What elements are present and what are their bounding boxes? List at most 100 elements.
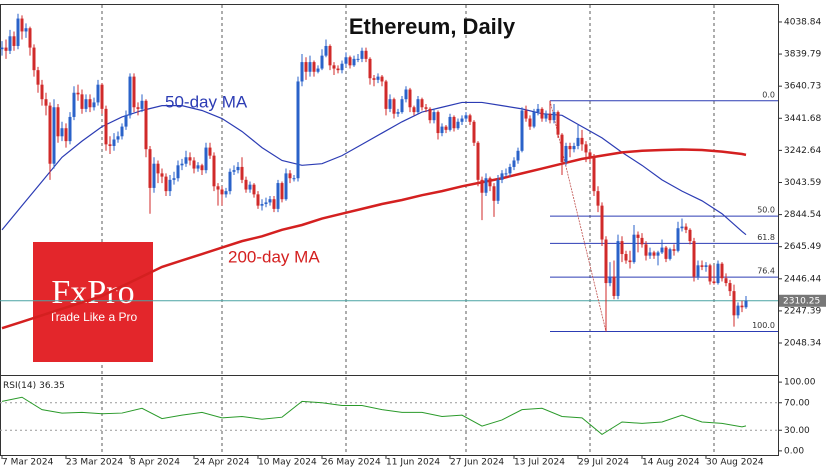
candle-body <box>432 112 436 121</box>
fib-label: 50.0 <box>757 206 775 215</box>
x-tick-label: 23 Mar 2024 <box>66 458 123 468</box>
candle-body <box>460 118 464 122</box>
candle-body <box>288 173 292 179</box>
logo-tagline: Trade Like a Pro <box>49 310 138 324</box>
candle-body <box>712 281 716 284</box>
candle-body <box>440 126 444 134</box>
candle-body <box>512 160 516 167</box>
x-tick-label: 10 May 2024 <box>258 458 317 468</box>
candle-body <box>84 99 88 109</box>
candle-body <box>644 244 648 256</box>
rsi-line <box>1 396 747 435</box>
candle-body <box>704 265 708 267</box>
candle-body <box>584 144 588 153</box>
candle-body <box>708 265 712 282</box>
candle-body <box>216 186 220 190</box>
candle-body <box>92 102 96 108</box>
candle-body <box>436 112 440 134</box>
candle-body <box>340 63 344 71</box>
candle-body <box>404 89 408 100</box>
candle-body <box>592 157 596 192</box>
candle-body <box>88 99 92 108</box>
candle-body <box>100 84 104 109</box>
candle-body <box>36 70 40 85</box>
candle-body <box>184 157 188 164</box>
candle-body <box>332 65 336 69</box>
candle-body <box>272 199 276 209</box>
candle-body <box>180 163 184 166</box>
candle-body <box>680 226 684 229</box>
candle-body <box>212 155 216 187</box>
candle-body <box>160 173 164 177</box>
candle-body <box>148 149 152 188</box>
candle-body <box>28 28 32 48</box>
candle-body <box>636 234 640 238</box>
candle-body <box>624 254 628 261</box>
candle-body <box>368 58 372 79</box>
candle-body <box>664 247 668 259</box>
candle-body <box>232 170 236 172</box>
x-tick-label: 11 Jun 2024 <box>386 458 440 468</box>
x-tick-label: 14 Aug 2024 <box>642 458 700 468</box>
x-tick-label: 8 Apr 2024 <box>130 458 180 468</box>
moving-average <box>1 101 747 236</box>
candle-body <box>176 165 180 179</box>
candle-body <box>72 92 76 117</box>
candle-body <box>552 112 556 121</box>
candle-body <box>696 265 700 277</box>
candle-body <box>396 112 400 114</box>
candle-body <box>228 171 232 192</box>
rsi-tick-label: 70.00 <box>784 398 810 408</box>
y-tick-label: 3242.64 <box>784 146 821 156</box>
candle-body <box>604 239 608 284</box>
candle-body <box>20 18 24 32</box>
candle-body <box>724 278 728 284</box>
fib-label: 61.8 <box>757 233 775 242</box>
candle-body <box>732 291 736 316</box>
candle-body <box>76 92 80 95</box>
candle-body <box>256 194 260 206</box>
candle-body <box>24 28 28 32</box>
rsi-tick-label: 0.00 <box>784 446 804 456</box>
candle-body <box>408 89 412 108</box>
candle-body <box>400 99 404 113</box>
candle-body <box>16 18 20 46</box>
candle-body <box>172 178 176 180</box>
candle-body <box>60 128 64 137</box>
candle-body <box>472 121 476 143</box>
candle-body <box>156 163 160 174</box>
candle-body <box>656 252 660 256</box>
candle-body <box>572 145 576 150</box>
y-tick-label: 3043.59 <box>784 178 821 188</box>
candle-body <box>252 184 256 195</box>
candle-body <box>544 113 548 119</box>
candle-body <box>416 99 420 113</box>
candle-body <box>68 116 72 142</box>
candle-body <box>392 99 396 114</box>
candle-body <box>740 305 744 308</box>
candle-body <box>716 263 720 284</box>
candle-body <box>728 283 732 292</box>
candle-body <box>580 137 584 145</box>
candle-body <box>324 45 328 56</box>
candle-body <box>500 173 504 180</box>
candle-body <box>484 178 488 193</box>
candle-body <box>56 107 60 137</box>
candle-body <box>48 105 52 164</box>
candle-body <box>312 62 316 72</box>
moving-average <box>1 148 747 330</box>
candle-body <box>736 305 740 316</box>
candle-body <box>524 110 528 119</box>
candle-body <box>276 183 280 209</box>
candle-body <box>64 128 68 142</box>
candle-body <box>384 81 388 109</box>
candle-body <box>116 136 120 140</box>
candle-body <box>608 276 612 284</box>
candle-body <box>444 126 448 130</box>
y-tick-label: 3441.68 <box>784 114 821 124</box>
rsi-tick-label: 30.00 <box>784 426 810 436</box>
fib-trend <box>549 100 607 332</box>
candle-body <box>476 142 480 180</box>
candle-body <box>236 166 240 171</box>
